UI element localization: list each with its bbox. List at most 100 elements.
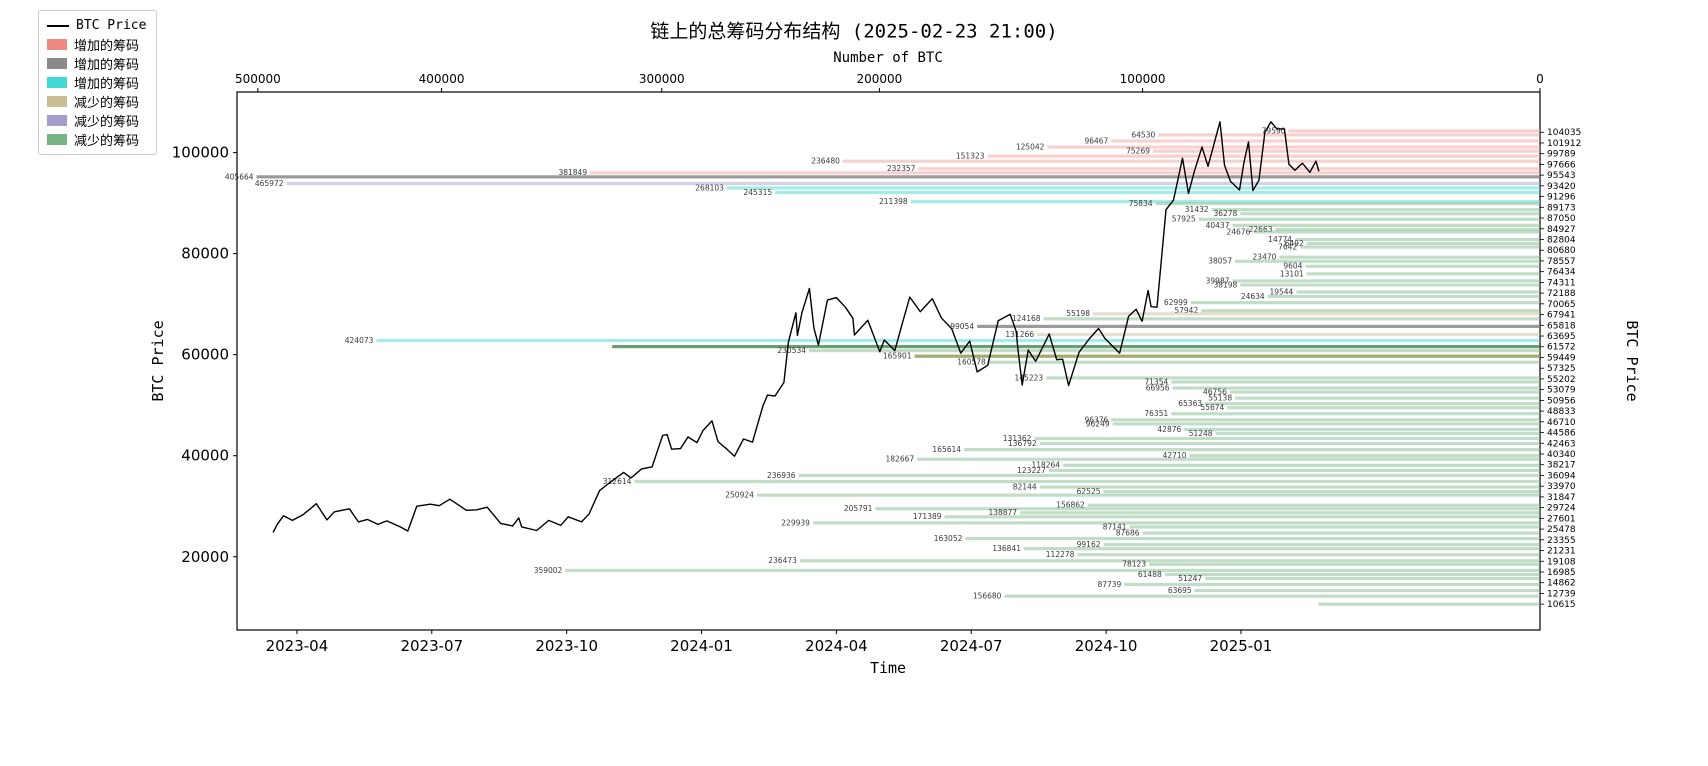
chip-bar-label: 405664 bbox=[225, 172, 254, 181]
chip-bar bbox=[799, 559, 1540, 563]
chip-bar-label: 165901 bbox=[883, 352, 912, 361]
chip-bar-label: 145223 bbox=[1015, 373, 1044, 382]
chip-bar bbox=[1046, 376, 1540, 380]
chip-bar-label: 51248 bbox=[1189, 429, 1213, 438]
chip-bar-label: 136841 bbox=[992, 544, 1021, 553]
right-tick-label: 59449 bbox=[1547, 353, 1576, 363]
chip-bar bbox=[1215, 431, 1540, 436]
chip-bar bbox=[1142, 531, 1540, 535]
left-tick-label: 80000 bbox=[181, 245, 229, 263]
chip-bar bbox=[1229, 390, 1540, 394]
legend-item-4: 减少的筹码 bbox=[47, 92, 146, 111]
legend-item-3: 增加的筹码 bbox=[47, 73, 146, 92]
chip-bar bbox=[590, 171, 1540, 175]
legend-color-swatch bbox=[47, 58, 67, 69]
chip-bar-label: 160578 bbox=[957, 358, 986, 367]
chip-bar-label: 75834 bbox=[1129, 199, 1153, 208]
chip-bar bbox=[1240, 212, 1540, 216]
right-tick-label: 23355 bbox=[1547, 536, 1576, 546]
legend-line-swatch bbox=[47, 24, 69, 27]
chip-bar-label: 38198 bbox=[1213, 280, 1237, 289]
chip-bar bbox=[1155, 202, 1540, 206]
chip-bar bbox=[1240, 283, 1540, 287]
chip-bar-label: 118264 bbox=[1031, 461, 1060, 470]
chip-bar-label: 42710 bbox=[1163, 451, 1187, 460]
chip-bar-label: 39987 bbox=[1206, 276, 1230, 285]
chip-bar-label: 82144 bbox=[1013, 482, 1037, 491]
right-tick-label: 21231 bbox=[1547, 547, 1576, 557]
chip-bar-label: 24634 bbox=[1241, 292, 1265, 301]
chip-bar bbox=[977, 324, 1540, 328]
chip-bar bbox=[1047, 145, 1540, 149]
chip-bar bbox=[1048, 468, 1540, 472]
chip-bar-label: 381849 bbox=[558, 168, 587, 177]
chip-bar bbox=[1164, 572, 1540, 577]
chip-bar-label: 79590 bbox=[1262, 126, 1286, 135]
chip-bar bbox=[1201, 309, 1540, 313]
legend-item-label: BTC Price bbox=[76, 18, 147, 33]
page-title: 链上的总筹码分布结构 (2025-02-23 21:00) bbox=[650, 20, 1058, 43]
chip-bar bbox=[1275, 227, 1540, 232]
right-tick-label: 19108 bbox=[1547, 557, 1576, 567]
left-tick-label: 20000 bbox=[181, 548, 229, 566]
top-tick-label: 200000 bbox=[856, 72, 902, 86]
bottom-tick-label: 2024-10 bbox=[1075, 637, 1138, 655]
right-tick-label: 14862 bbox=[1547, 579, 1576, 589]
chip-bar-label: 19544 bbox=[1269, 287, 1293, 296]
chip-bar-label: 232357 bbox=[887, 164, 916, 173]
right-tick-label: 91296 bbox=[1547, 193, 1576, 203]
left-tick-label: 100000 bbox=[172, 144, 229, 162]
legend-color-swatch bbox=[47, 39, 67, 50]
legend-item-5: 减少的筹码 bbox=[47, 111, 146, 130]
top-tick-label: 0 bbox=[1536, 72, 1544, 86]
chip-bar-label: 23470 bbox=[1253, 253, 1277, 262]
chip-bar bbox=[1063, 463, 1540, 467]
chip-bar-label: 123227 bbox=[1017, 466, 1046, 475]
chip-bar-label: 71354 bbox=[1144, 377, 1168, 386]
right-tick-label: 93420 bbox=[1547, 182, 1576, 192]
chip-bar bbox=[1153, 149, 1540, 153]
chip-bar-label: 312614 bbox=[603, 477, 632, 486]
chip-bar-label: 99162 bbox=[1077, 540, 1101, 549]
right-tick-label: 80680 bbox=[1547, 246, 1576, 256]
chip-bar-label: 165614 bbox=[932, 445, 961, 454]
chip-bar-label: 96249 bbox=[1086, 419, 1110, 428]
chip-bar bbox=[1235, 259, 1540, 263]
bottom-tick-label: 2023-10 bbox=[535, 637, 598, 655]
legend-item-2: 增加的筹码 bbox=[47, 54, 146, 73]
legend-item-label: 减少的筹码 bbox=[74, 134, 140, 149]
legend-item-label: 增加的筹码 bbox=[74, 58, 140, 73]
chip-bar-label: 182667 bbox=[886, 455, 915, 464]
right-tick-label: 33970 bbox=[1547, 482, 1576, 492]
btc-price-line bbox=[272, 121, 1320, 533]
chip-bar-label: 205791 bbox=[844, 504, 873, 513]
right-tick-label: 70065 bbox=[1547, 300, 1576, 310]
chip-bar-label: 112278 bbox=[1046, 550, 1075, 559]
right-tick-label: 67941 bbox=[1547, 311, 1576, 321]
chip-bar-label: 151323 bbox=[956, 152, 985, 161]
chip-bar bbox=[1043, 317, 1540, 321]
right-tick-label: 48833 bbox=[1547, 407, 1576, 417]
right-tick-label: 74311 bbox=[1547, 278, 1576, 288]
chip-bar-label: 61488 bbox=[1138, 570, 1162, 579]
chip-bar bbox=[1184, 427, 1540, 432]
chip-bar bbox=[918, 167, 1540, 171]
chip-bar-label: 424073 bbox=[345, 336, 374, 345]
chip-bar bbox=[842, 159, 1540, 163]
chip-bar-label: 131266 bbox=[1005, 330, 1034, 339]
chip-bar-label: 57925 bbox=[1172, 215, 1196, 224]
chip-bar bbox=[944, 515, 1540, 519]
chip-bar-label: 51247 bbox=[1178, 574, 1202, 583]
chip-bar-label: 136792 bbox=[1008, 439, 1037, 448]
legend-color-swatch bbox=[47, 77, 67, 88]
chip-bar bbox=[1171, 412, 1540, 416]
chip-bar-label: 96376 bbox=[1084, 415, 1108, 424]
right-tick-label: 87050 bbox=[1547, 214, 1576, 224]
chip-bar-label: 31432 bbox=[1185, 205, 1209, 214]
chip-bar-label: 36278 bbox=[1213, 209, 1237, 218]
chip-bar-label: 465972 bbox=[255, 179, 284, 188]
chip-bar bbox=[1318, 602, 1540, 606]
right-tick-label: 57325 bbox=[1547, 364, 1576, 374]
right-tick-label: 53079 bbox=[1547, 386, 1576, 396]
legend-item-label: 增加的筹码 bbox=[74, 39, 140, 54]
